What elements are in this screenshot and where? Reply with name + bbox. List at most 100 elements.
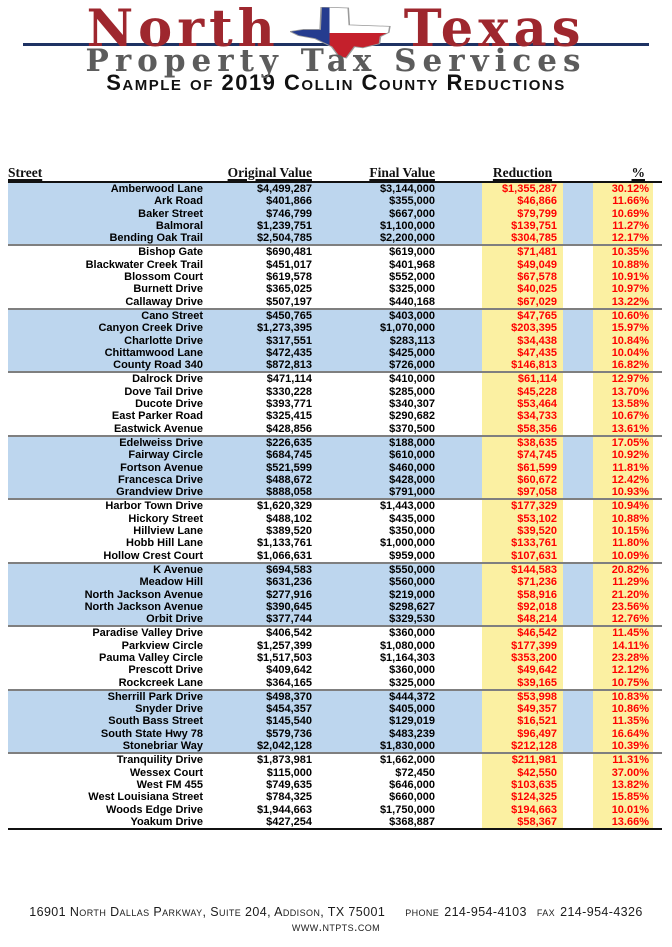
cell-street: Canyon Creek Drive <box>8 322 203 335</box>
cell-final: $405,000 <box>312 703 435 716</box>
cell-original: $471,114 <box>266 373 312 386</box>
cell-original: $2,042,128 <box>203 740 312 753</box>
cell-original: $427,254 <box>266 815 312 828</box>
table-row: West FM 455 $749,635 $646,000 $103,635 13.82… <box>8 778 653 792</box>
cell-original: $579,736 <box>203 727 312 741</box>
cell-final: $129,019 <box>312 715 435 728</box>
col-header-spacer <box>653 165 662 181</box>
table-group: Dalrock Drive $471,114 $410,000 $61,114 12.9… <box>8 371 662 435</box>
cell-street: Amberwood Lane <box>8 183 203 196</box>
cell-spacer <box>435 715 482 728</box>
cell-spacer <box>435 690 482 704</box>
cell-spacer <box>435 664 482 676</box>
table-row: Stonebriar Way $2,042,128 $1,830,000 $212,1… <box>8 740 653 753</box>
table-group: Harbor Town Drive $1,620,329 $1,443,000 $17… <box>8 498 662 562</box>
cell-street: Hillview Lane <box>133 525 203 538</box>
table-row: Blossom Court $619,578 $552,000 $67,578 10.9… <box>8 271 653 284</box>
table-row: South Bass Street $145,540 $129,019 $16,521… <box>8 715 653 728</box>
cell-spacer <box>563 804 593 816</box>
cell-final: $368,887 <box>389 815 435 828</box>
table-row: Dove Tail Drive $330,228 $285,000 $45,228 13… <box>8 385 653 399</box>
cell-reduction: $34,733 <box>482 410 563 423</box>
col-header-reduction: Reduction <box>492 165 553 180</box>
cell-percent: 23.28% <box>593 651 653 665</box>
cell-street: Francesca Drive <box>8 473 203 487</box>
cell-spacer <box>435 513 482 525</box>
cell-spacer <box>563 334 593 347</box>
cell-street: West FM 455 <box>136 778 203 791</box>
table-row: Parkview Circle $1,257,399 $1,080,000 $177,… <box>8 639 653 652</box>
cell-final: $552,000 <box>389 271 435 284</box>
cell-spacer <box>563 588 593 601</box>
cell-reduction: $58,916 <box>482 588 563 601</box>
table-row: Grandview Drive $888,058 $791,000 $97,058 10… <box>8 486 653 499</box>
cell-spacer <box>563 486 593 499</box>
table-body: Amberwood Lane $4,499,287 $3,144,000 $1,355… <box>8 183 662 831</box>
cell-spacer <box>435 359 482 372</box>
cell-percent: 10.04% <box>593 346 653 360</box>
cell-spacer <box>563 640 593 652</box>
cell-final: $370,500 <box>389 422 435 435</box>
cell-original: $2,504,785 <box>203 232 312 245</box>
col-header-original-value: Original Value <box>227 165 312 180</box>
cell-street: Edelweiss Drive <box>8 436 203 450</box>
cell-original: $365,025 <box>266 283 312 296</box>
cell-spacer <box>435 386 482 398</box>
cell-street: Paradise Valley Drive <box>92 627 203 640</box>
cell-percent: 15.85% <box>593 791 653 804</box>
footer-fax-label: fax <box>536 905 556 919</box>
cell-original: $507,197 <box>266 295 312 308</box>
cell-original: $619,578 <box>266 271 312 284</box>
cell-reduction: $46,542 <box>482 627 563 640</box>
cell-percent: 21.20% <box>593 588 653 601</box>
cell-final: $325,000 <box>389 283 435 296</box>
table-row: Harbor Town Drive $1,620,329 $1,443,000 $17… <box>8 500 653 513</box>
cell-reduction: $53,464 <box>482 398 563 411</box>
cell-spacer <box>435 627 482 639</box>
cell-original: $330,228 <box>266 385 312 398</box>
cell-original: $389,520 <box>266 525 312 538</box>
cell-spacer <box>435 309 482 323</box>
cell-reduction: $60,672 <box>482 473 563 487</box>
cell-spacer <box>435 410 482 422</box>
cell-original: $694,583 <box>203 563 312 577</box>
cell-spacer <box>435 271 482 283</box>
col-header-final-value: Final Value <box>369 165 435 180</box>
cell-street: Rockcreek Lane <box>118 676 203 689</box>
cell-final: $360,000 <box>389 627 435 640</box>
cell-street: Wessex Court <box>129 766 203 779</box>
table-row: Edelweiss Drive $226,635 $188,000 $38,635 17… <box>8 436 653 450</box>
cell-percent: 12.42% <box>593 473 653 487</box>
cell-final: $360,000 <box>389 664 435 677</box>
cell-final: $619,000 <box>389 246 435 259</box>
cell-percent: 10.39% <box>593 740 653 753</box>
cell-street: East Parker Road <box>111 410 203 423</box>
cell-original: $1,066,631 <box>256 549 312 562</box>
cell-spacer <box>563 473 593 487</box>
cell-street: North Jackson Avenue <box>8 588 203 601</box>
cell-street: Hickory Street <box>128 512 203 525</box>
cell-spacer <box>563 652 593 664</box>
cell-reduction: $47,435 <box>482 346 563 360</box>
cell-percent: 10.86% <box>593 703 653 716</box>
cell-spacer <box>563 677 593 689</box>
cell-street: Harbor Town Drive <box>105 500 203 513</box>
cell-street: Bending Oak Trail <box>8 232 203 245</box>
table-group: K Avenue $694,583 $550,000 $144,583 20.82% Me… <box>8 561 662 626</box>
table-group: Cano Street $450,765 $403,000 $47,765 10.60%… <box>8 307 662 372</box>
cell-percent: 13.58% <box>593 398 653 411</box>
table-row: K Avenue $694,583 $550,000 $144,583 20.82% <box>8 563 653 577</box>
cell-spacer <box>563 246 593 258</box>
cell-spacer <box>435 500 482 512</box>
cell-original: $888,058 <box>203 486 312 499</box>
cell-spacer <box>435 537 482 549</box>
table-row: Snyder Drive $454,357 $405,000 $49,357 10.86… <box>8 703 653 716</box>
cell-spacer <box>435 183 482 196</box>
cell-reduction: $45,228 <box>482 385 563 399</box>
cell-spacer <box>563 309 593 323</box>
cell-street: Blackwater Creek Trail <box>85 258 203 271</box>
table-row: South State Hwy 78 $579,736 $483,239 $96,49… <box>8 727 653 741</box>
table-row: Orbit Drive $377,744 $329,530 $48,214 12.76% <box>8 613 653 626</box>
cell-final: $290,682 <box>389 410 435 423</box>
cell-street: Pauma Valley Circle <box>99 651 203 664</box>
